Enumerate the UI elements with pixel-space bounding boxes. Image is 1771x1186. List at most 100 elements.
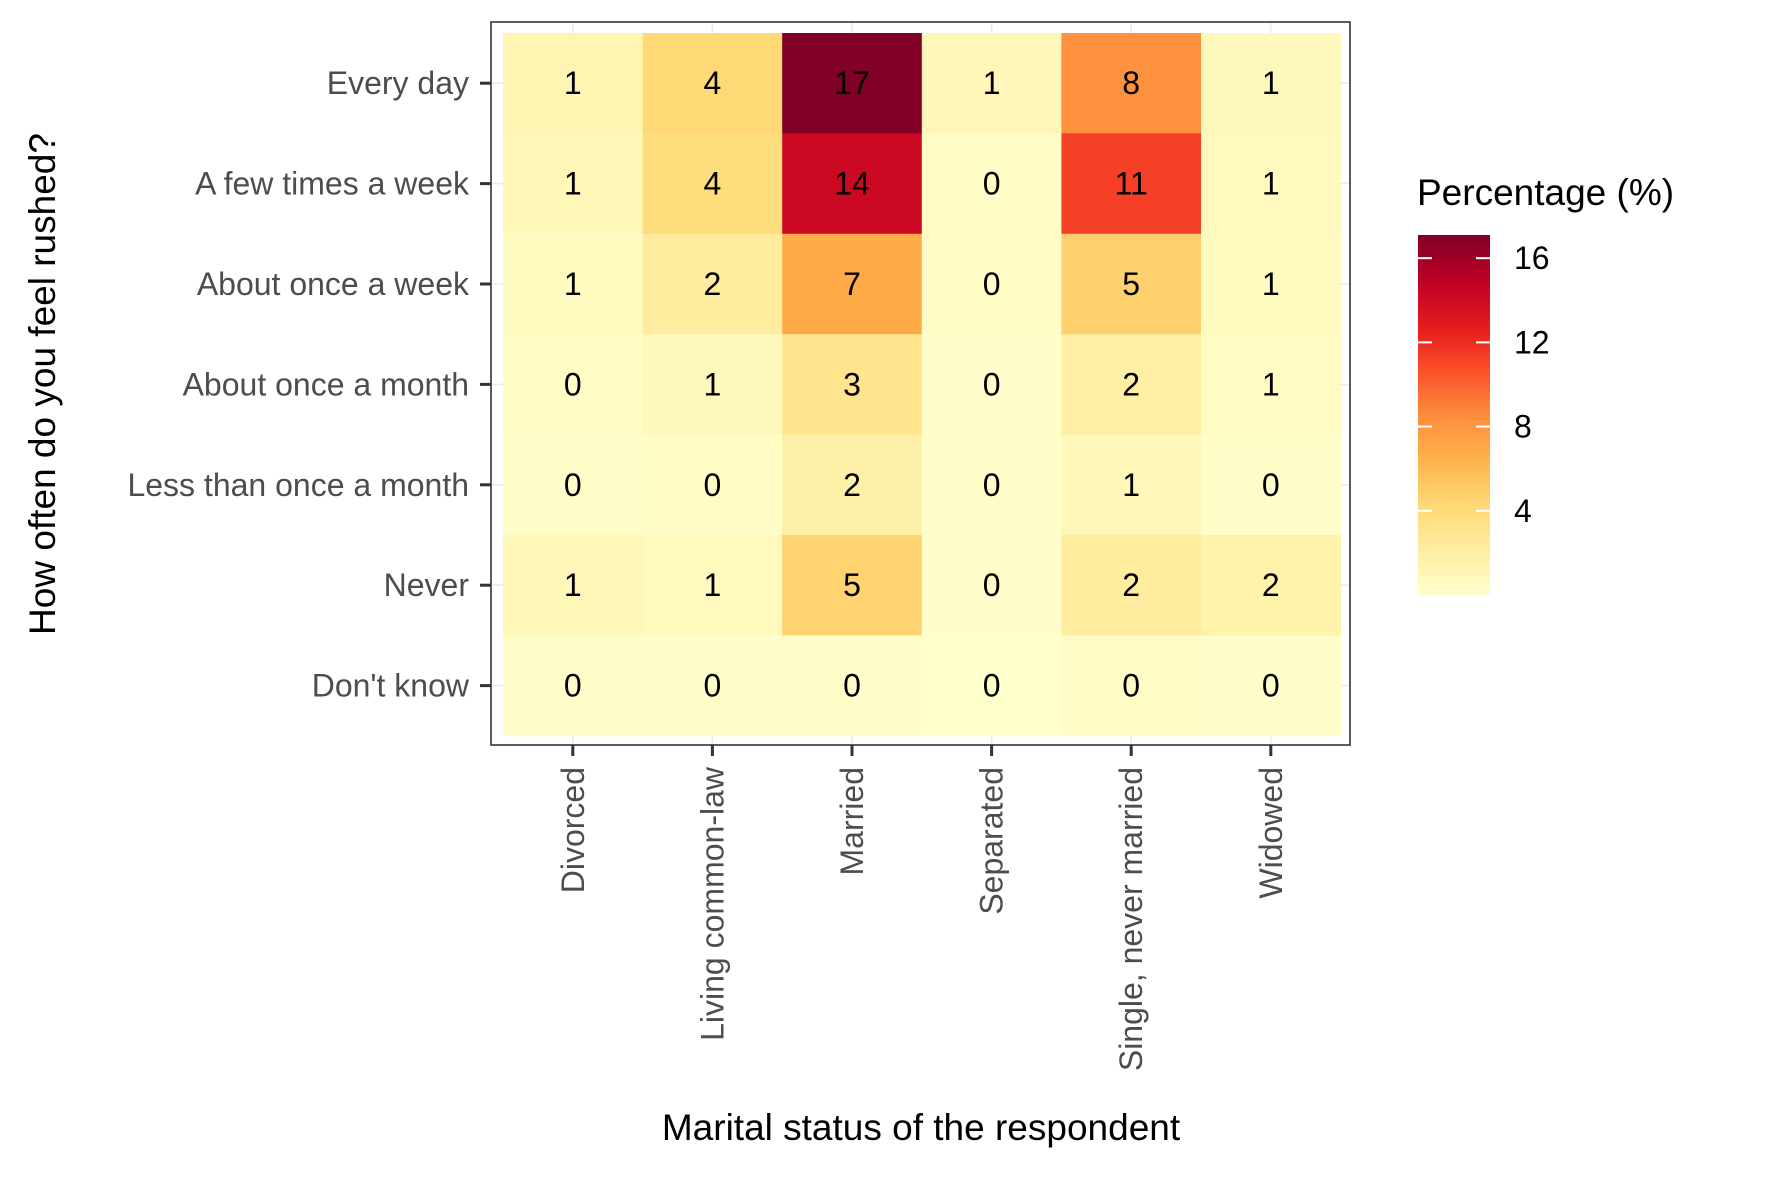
- legend-tick-label: 4: [1514, 493, 1532, 529]
- cell-value-label: 0: [564, 668, 582, 704]
- x-tick-label: Living common-law: [694, 766, 730, 1041]
- x-tick-label: Divorced: [555, 767, 591, 893]
- cell-value-label: 11: [1115, 166, 1148, 202]
- heatmap-cell: [642, 334, 783, 436]
- cell-value-label: 4: [704, 166, 722, 202]
- heatmap-cell: [642, 535, 783, 636]
- cell-value-label: 1: [564, 266, 582, 302]
- cell-value-label: 1: [1262, 366, 1280, 402]
- cell-value-label: 3: [843, 366, 861, 402]
- heatmap-cell: [503, 535, 644, 636]
- cell-value-label: 0: [704, 467, 722, 503]
- heatmap-cell: [642, 233, 783, 335]
- cell-value-label: 0: [843, 668, 861, 704]
- cell-value-label: 2: [1122, 567, 1140, 603]
- heatmap-cell: [1201, 33, 1342, 134]
- cell-value-label: 1: [1262, 266, 1280, 302]
- heatmap-cell: [782, 133, 923, 235]
- x-tick-label: Widowed: [1253, 767, 1289, 899]
- heatmap-cells: [503, 33, 1342, 737]
- heatmap-cell: [503, 434, 644, 536]
- cell-value-label: 1: [704, 366, 722, 402]
- heatmap-cell: [1061, 535, 1202, 636]
- heatmap-cell: [1061, 334, 1202, 436]
- y-axis: Every day A few times a week About once a …: [127, 65, 491, 704]
- x-tick-label: Married: [834, 767, 870, 875]
- cell-value-label: 1: [1122, 467, 1140, 503]
- heatmap-cell: [921, 334, 1062, 436]
- heatmap-cell: [1061, 33, 1202, 134]
- x-axis-title: Marital status of the respondent: [662, 1107, 1181, 1148]
- cell-value-label: 0: [983, 467, 1001, 503]
- cell-value-label: 2: [704, 266, 722, 302]
- heatmap-cell: [782, 33, 923, 134]
- y-tick-label: Never: [384, 567, 470, 603]
- heatmap-cell: [1061, 133, 1202, 235]
- cell-value-label: 0: [704, 668, 722, 704]
- heatmap-cell: [503, 133, 644, 235]
- cell-value-label: 5: [1122, 266, 1140, 302]
- heatmap-cell: [1061, 635, 1202, 737]
- x-tick-label: Single, never married: [1113, 767, 1149, 1071]
- cell-value-label: 1: [1262, 65, 1280, 101]
- heatmap-cell: [1061, 434, 1202, 536]
- legend-tick-label: 12: [1514, 324, 1550, 360]
- cell-value-label: 1: [1262, 166, 1280, 202]
- cell-value-label: 2: [843, 467, 861, 503]
- cell-value-label: 0: [983, 668, 1001, 704]
- cell-value-label: 2: [1262, 567, 1280, 603]
- heatmap-cell: [782, 535, 923, 636]
- heatmap-cell: [503, 334, 644, 436]
- heatmap-cell: [503, 33, 644, 134]
- cell-value-label: 0: [564, 366, 582, 402]
- heatmap-cell: [503, 233, 644, 335]
- heatmap-cell: [1201, 535, 1342, 636]
- y-tick-label: Less than once a month: [127, 467, 469, 503]
- cell-value-label: 0: [564, 467, 582, 503]
- cell-value-label: 0: [983, 266, 1001, 302]
- y-tick-label: Every day: [327, 65, 469, 101]
- y-tick-label: About once a month: [183, 366, 469, 402]
- x-tick-label: Separated: [974, 767, 1010, 915]
- heatmap-cell: [782, 434, 923, 536]
- heatmap-cell: [503, 635, 644, 737]
- heatmap-cell: [1061, 233, 1202, 335]
- heatmap-cell: [782, 334, 923, 436]
- y-tick-label: Don't know: [312, 668, 470, 704]
- cell-value-label: 0: [983, 166, 1001, 202]
- cell-value-label: 0: [1262, 668, 1280, 704]
- cell-labels: 1 4 17 1 8 11 4 14 0 11 11 2 7 0 5 10 1 3 0 2 10 0 2 0 1 01 1 5 0 2 20…: [564, 65, 1280, 703]
- y-tick-label: A few times a week: [195, 166, 470, 202]
- cell-value-label: 1: [564, 65, 582, 101]
- heatmap-cell: [642, 434, 783, 536]
- cell-value-label: 7: [843, 266, 861, 302]
- cell-value-label: 1: [983, 65, 1001, 101]
- heatmap-cell: [1201, 434, 1342, 536]
- cell-value-label: 4: [704, 65, 722, 101]
- heatmap-cell: [642, 33, 783, 134]
- cell-value-label: 8: [1122, 65, 1140, 101]
- y-axis-title: How often do you feel rushed?: [22, 133, 63, 635]
- cell-value-label: 14: [834, 166, 870, 202]
- heatmap-cell: [1201, 233, 1342, 335]
- legend-tick-label: 16: [1514, 240, 1550, 276]
- cell-value-label: 0: [1262, 467, 1280, 503]
- cell-value-label: 1: [564, 166, 582, 202]
- heatmap-cell: [921, 133, 1062, 235]
- heatmap-cell: [921, 535, 1062, 636]
- legend-tick-label: 8: [1514, 409, 1532, 445]
- legend-title: Percentage (%): [1417, 172, 1674, 213]
- heatmap-cell: [921, 33, 1062, 134]
- cell-value-label: 0: [983, 567, 1001, 603]
- heatmap-cell: [782, 635, 923, 737]
- heatmap-cell: [921, 635, 1062, 737]
- color-legend: Percentage (%) 4 8 12 16: [1417, 172, 1674, 595]
- cell-value-label: 1: [564, 567, 582, 603]
- heatmap-cell: [1201, 635, 1342, 737]
- heatmap-cell: [921, 434, 1062, 536]
- cell-value-label: 1: [704, 567, 722, 603]
- legend-colorbar: [1418, 235, 1490, 595]
- heatmap-cell: [1201, 133, 1342, 235]
- cell-value-label: 17: [834, 65, 870, 101]
